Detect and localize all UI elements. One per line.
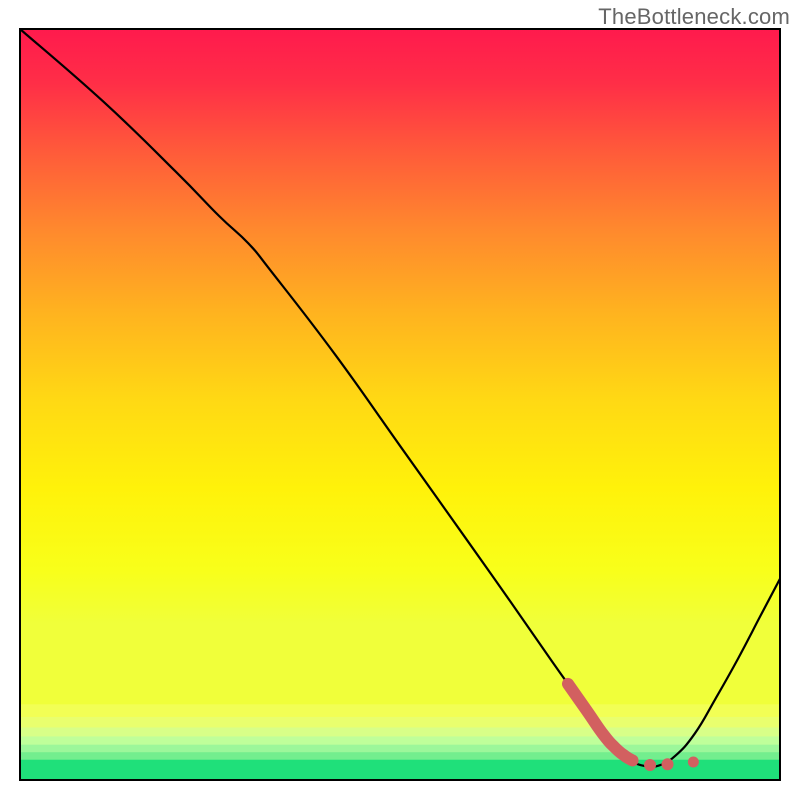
gradient-band xyxy=(20,705,780,718)
plot-area xyxy=(20,29,780,781)
gradient-band xyxy=(20,727,780,737)
highlight-dot xyxy=(662,758,674,770)
gradient-band xyxy=(20,736,780,745)
bottleneck-curve-chart xyxy=(0,0,800,800)
gradient-band xyxy=(20,717,780,728)
watermark-text: TheBottleneck.com xyxy=(598,4,790,30)
highlight-dot xyxy=(688,756,699,767)
gradient-band xyxy=(20,745,780,753)
chart-stage: TheBottleneck.com xyxy=(0,0,800,800)
highlight-dot xyxy=(644,759,656,771)
